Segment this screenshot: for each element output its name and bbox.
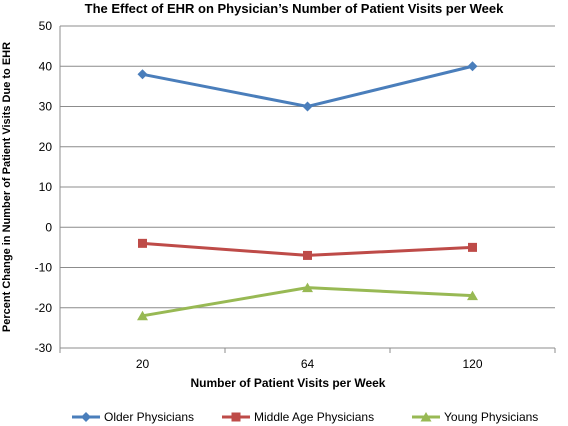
- x-tick-label: 120: [462, 357, 482, 371]
- data-point: [137, 69, 148, 80]
- series-line: [142, 64, 473, 109]
- series-lines: [137, 61, 478, 321]
- data-point: [303, 250, 312, 260]
- y-tick-label: -20: [35, 301, 53, 315]
- y-tick-labels: 50 40 30 20 10 0 -10 -20 -30: [35, 19, 53, 355]
- gridlines: [60, 25, 555, 349]
- legend-entry: Middle Age Physicians: [222, 410, 374, 424]
- legend-label: Young Physicians: [444, 410, 538, 424]
- y-tick-label: 50: [39, 19, 53, 33]
- x-tick-label: 64: [301, 357, 315, 371]
- series-1: [138, 238, 477, 260]
- y-axis-title: Percent Change in Number of Patient Visi…: [1, 42, 13, 332]
- y-tick-label: 0: [45, 220, 52, 234]
- data-point: [137, 310, 148, 321]
- chart-title: The Effect of EHR on Physician’s Number …: [85, 1, 505, 16]
- series-2: [137, 282, 478, 321]
- x-tick-label: 20: [136, 357, 150, 371]
- data-point: [467, 61, 478, 72]
- legend-marker: [81, 412, 91, 422]
- data-point: [467, 290, 478, 301]
- x-axis-title: Number of Patient Visits per Week: [191, 376, 386, 390]
- series-0: [137, 61, 478, 112]
- data-point: [138, 238, 147, 248]
- y-tick-label: 20: [39, 140, 53, 154]
- legend-label: Middle Age Physicians: [254, 410, 374, 424]
- y-tick-label: 10: [39, 180, 53, 194]
- data-point: [302, 282, 313, 293]
- x-tick-labels: 20 64 120: [136, 357, 483, 371]
- data-point: [302, 101, 313, 112]
- legend-marker: [231, 412, 241, 422]
- y-tick-label: 40: [39, 59, 53, 73]
- legend-entry: Older Physicians: [72, 410, 194, 424]
- y-tick-label: -10: [35, 261, 53, 275]
- legend-label: Older Physicians: [104, 410, 194, 424]
- legend-marker: [420, 412, 432, 422]
- legend: Older Physicians Middle Age Physicians You…: [72, 410, 538, 424]
- y-tick-label: 30: [39, 100, 53, 114]
- axes: [59, 26, 556, 353]
- y-tick-label: -30: [35, 341, 53, 355]
- legend-entry: Young Physicians: [412, 410, 538, 424]
- data-point: [468, 242, 477, 252]
